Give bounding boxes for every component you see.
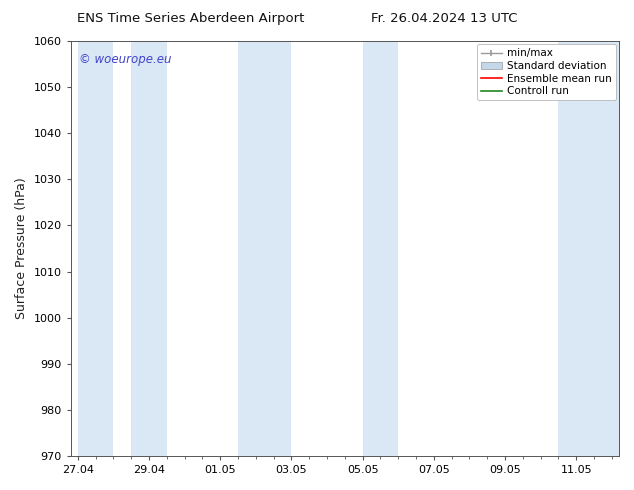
Bar xyxy=(363,41,398,456)
Bar xyxy=(238,41,292,456)
Bar xyxy=(559,41,619,456)
Text: ENS Time Series Aberdeen Airport: ENS Time Series Aberdeen Airport xyxy=(77,12,304,25)
Bar xyxy=(131,41,167,456)
Y-axis label: Surface Pressure (hPa): Surface Pressure (hPa) xyxy=(15,178,28,319)
Legend: min/max, Standard deviation, Ensemble mean run, Controll run: min/max, Standard deviation, Ensemble me… xyxy=(477,44,616,100)
Text: © woeurope.eu: © woeurope.eu xyxy=(79,53,171,67)
Text: Fr. 26.04.2024 13 UTC: Fr. 26.04.2024 13 UTC xyxy=(370,12,517,25)
Bar xyxy=(78,41,113,456)
